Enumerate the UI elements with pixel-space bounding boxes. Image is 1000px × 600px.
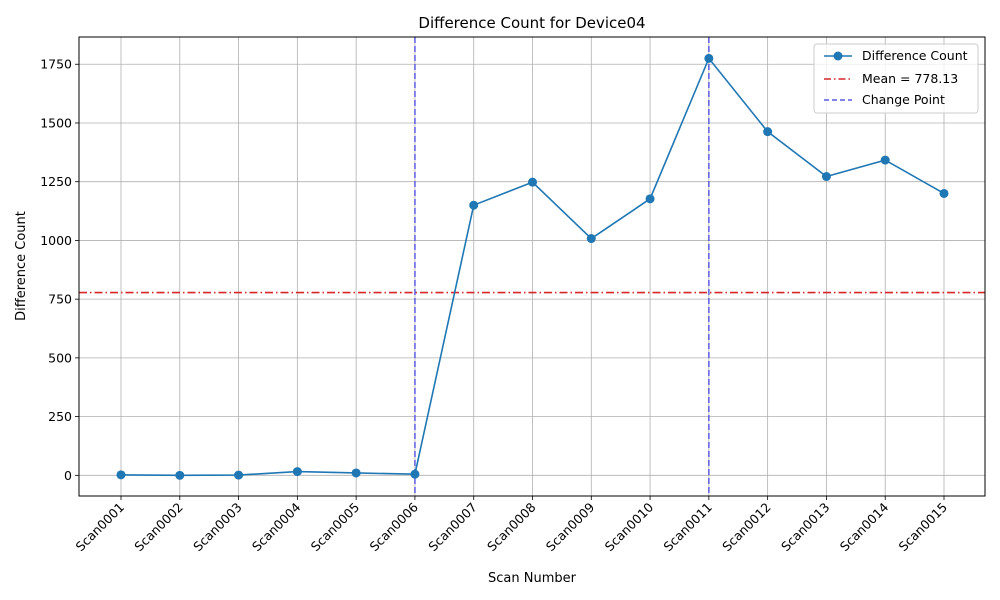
y-axis-label: Difference Count [14, 211, 29, 321]
y-tick-label: 1250 [40, 174, 72, 189]
data-point [880, 155, 890, 165]
legend-label-mean: Mean = 778.13 [862, 71, 958, 86]
data-point [116, 470, 126, 480]
data-point [351, 468, 361, 478]
y-tick-label: 1750 [40, 57, 72, 72]
legend-box [813, 43, 979, 114]
plot-frame [78, 36, 986, 497]
y-tick-label: 1500 [40, 115, 72, 130]
data-point [234, 470, 244, 480]
data-point [763, 127, 773, 137]
chart-title: Difference Count for Device04 [418, 14, 645, 32]
series-group [116, 53, 949, 480]
y-tick-label: 500 [48, 350, 72, 365]
data-point [528, 177, 537, 187]
data-point [939, 188, 949, 198]
data-point [469, 200, 479, 210]
data-point [410, 469, 420, 479]
legend-marker-series [833, 51, 843, 61]
y-tick-label: 1000 [40, 233, 72, 248]
reference-lines [79, 37, 985, 496]
y-axis: 0 250 500 750 1000 1250 1500 1750 [40, 57, 79, 483]
y-tick-label: 750 [48, 292, 72, 307]
data-point [586, 234, 596, 244]
legend-label-change-point: Change Point [862, 92, 945, 107]
y-tick-label: 0 [64, 468, 72, 483]
data-point [645, 194, 655, 204]
legend: Difference Count Mean = 778.13 Change Po… [813, 43, 979, 114]
x-axis-label: Scan Number [488, 571, 577, 586]
data-point [704, 53, 714, 63]
y-tick-label: 250 [48, 409, 72, 424]
data-point [821, 172, 831, 182]
legend-label-series: Difference Count [862, 48, 968, 63]
data-point [292, 467, 302, 477]
data-point [175, 470, 185, 480]
